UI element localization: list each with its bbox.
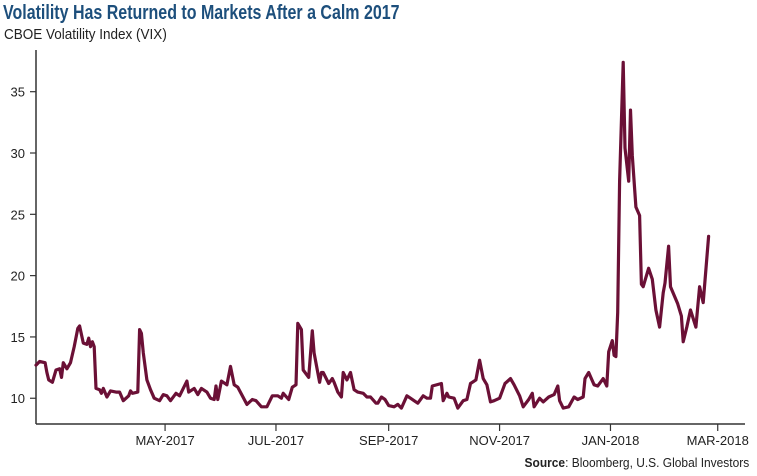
x-tick-label: MAY-2017 <box>135 433 194 448</box>
source-label: Source <box>524 455 565 470</box>
axes <box>30 50 745 431</box>
y-tick-label: 25 <box>11 207 25 222</box>
series <box>34 60 711 410</box>
source-text: : Bloomberg, U.S. Global Investors <box>564 455 749 470</box>
x-tick-label: NOV-2017 <box>469 433 530 448</box>
x-tick-label: JAN-2018 <box>582 433 640 448</box>
chart-title: Volatility Has Returned to Markets After… <box>3 2 400 24</box>
y-tick-label: 35 <box>11 85 25 100</box>
chart-subtitle: CBOE Volatility Index (VIX) <box>4 26 167 43</box>
vix-series-line <box>34 60 711 410</box>
source-note: Source: Bloomberg, U.S. Global Investors <box>524 455 749 470</box>
x-tick-label: JUL-2017 <box>248 433 304 448</box>
tick-labels: 10 15 20 25 30 35 MAY-2017 JUL-2017 SEP-2017 NOV-… <box>11 85 749 448</box>
y-tick-label: 10 <box>11 391 25 406</box>
y-tick-label: 15 <box>11 330 25 345</box>
y-tick-label: 30 <box>11 146 25 161</box>
x-tick-label: SEP-2017 <box>359 433 418 448</box>
x-tick-label: MAR-2018 <box>687 433 749 448</box>
y-tick-label: 20 <box>11 269 25 284</box>
